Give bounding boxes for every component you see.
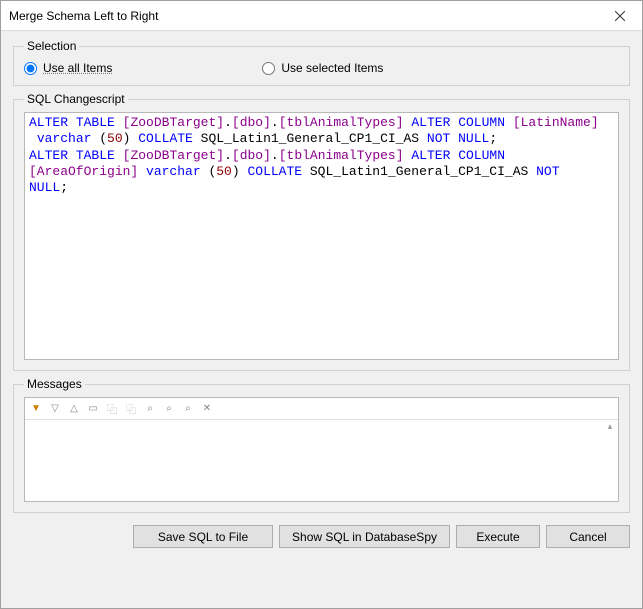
execute-button[interactable]: Execute [456,525,540,548]
use-selected-items-input[interactable] [262,62,275,75]
clear-icon[interactable]: ✕ [198,400,216,418]
use-selected-items-radio[interactable]: Use selected Items [262,61,383,75]
selection-row: Use all Items Use selected Items [24,59,619,75]
titlebar: Merge Schema Left to Right [1,1,642,31]
use-all-items-label: Use all Items [43,61,112,75]
copy-icon[interactable]: ⿻ [122,400,140,418]
find-next-icon[interactable]: ⌕ [179,400,197,418]
window-title: Merge Schema Left to Right [9,9,158,23]
close-icon [615,11,625,21]
sql-editor[interactable]: ALTER TABLE [ZooDBTarget].[dbo].[tblAnim… [24,112,619,360]
selection-group: Selection Use all Items Use selected Ite… [13,39,630,86]
use-all-items-radio[interactable]: Use all Items [24,61,112,75]
use-selected-items-label: Use selected Items [281,61,383,75]
scroll-up-icon[interactable]: ▴ [603,421,617,435]
close-button[interactable] [597,1,642,30]
dialog-body: Selection Use all Items Use selected Ite… [1,31,642,608]
messages-legend: Messages [24,377,85,391]
messages-body: ▴ [25,420,618,501]
save-sql-button[interactable]: Save SQL to File [133,525,273,548]
button-row: Save SQL to File Show SQL in DatabaseSpy… [13,519,630,548]
find-icon[interactable]: ⌕ [141,400,159,418]
use-all-items-input[interactable] [24,62,37,75]
changescript-group: SQL Changescript ALTER TABLE [ZooDBTarge… [13,92,630,371]
dialog-window: Merge Schema Left to Right Selection Use… [0,0,643,609]
messages-group: Messages ▼▽△▭⿻⿻⌕⌕⌕✕ ▴ [13,377,630,513]
selection-legend: Selection [24,39,79,53]
messages-panel: ▼▽△▭⿻⿻⌕⌕⌕✕ ▴ [24,397,619,502]
messages-toolbar: ▼▽△▭⿻⿻⌕⌕⌕✕ [25,398,618,420]
cancel-button[interactable]: Cancel [546,525,630,548]
show-sql-button[interactable]: Show SQL in DatabaseSpy [279,525,450,548]
down-icon[interactable]: ▽ [46,400,64,418]
filter-icon[interactable]: ▼ [27,400,45,418]
find-prev-icon[interactable]: ⌕ [160,400,178,418]
page-icon[interactable]: ▭ [84,400,102,418]
changescript-legend: SQL Changescript [24,92,128,106]
up-icon[interactable]: △ [65,400,83,418]
copy-icon[interactable]: ⿻ [103,400,121,418]
